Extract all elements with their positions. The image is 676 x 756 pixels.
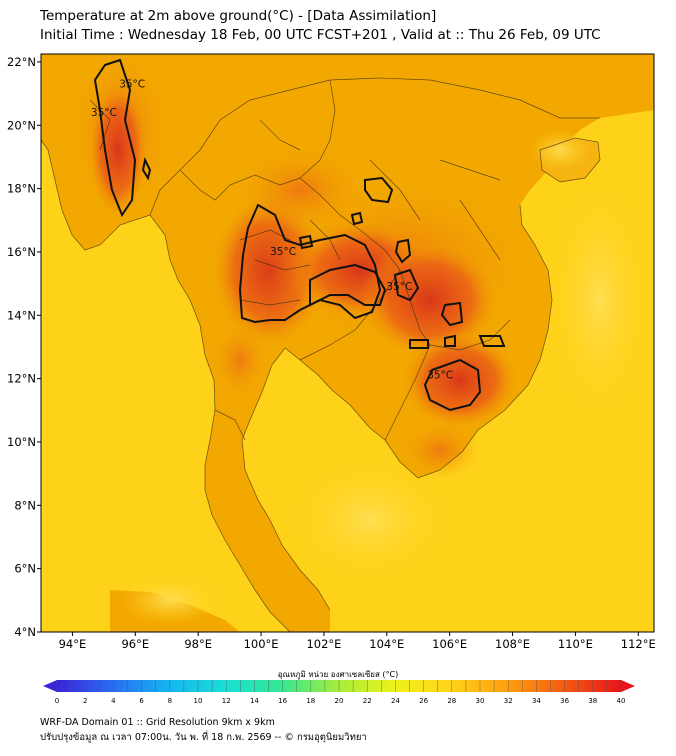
lat-tick-label: 16°N (7, 245, 36, 259)
lat-tick-label: 8°N (14, 498, 36, 512)
contour-label: 35°C (270, 246, 296, 258)
lat-tick-label: 12°N (7, 372, 36, 386)
lon-tick-label: 96°E (121, 637, 149, 651)
lat-tick-label: 4°N (14, 625, 36, 639)
lon-tick-label: 106°E (432, 637, 467, 651)
lat-tick-label: 14°N (7, 308, 36, 322)
model-info: WRF-DA Domain 01 :: Grid Resolution 9km … (40, 717, 275, 728)
colorbar-title: อุณหภูมิ หน่วย องศาเซลเซียส (°C) (277, 670, 399, 679)
isotherm-contours (93, 58, 506, 412)
lon-tick-label: 108°E (495, 637, 530, 651)
map-title: Temperature at 2m above ground(°C) - [Da… (40, 8, 437, 24)
latitude-ticks: 22°N 20°N 18°N 16°N 14°N 12°N 10°N 8°N 6°N 4°N (7, 55, 41, 639)
lon-tick-label: 94°E (59, 637, 87, 651)
contour-label: 35°C (427, 370, 453, 382)
lat-tick-label: 22°N (7, 55, 36, 69)
map-frame (40, 53, 655, 633)
contour-labels: 35°C 35°C 35°C 35°C 35°C (91, 78, 453, 381)
map-subtitle: Initial Time : Wednesday 18 Feb, 00 UTC … (40, 27, 601, 43)
update-info: ปรับปรุงข้อมูล ณ เวลา 07:00น. วัน พ. ที่… (40, 732, 367, 743)
lon-tick-label: 110°E (558, 637, 593, 651)
lon-tick-label: 102°E (306, 637, 341, 651)
lon-tick-label: 104°E (369, 637, 404, 651)
lon-tick-label: 98°E (184, 637, 212, 651)
country-borders (41, 77, 601, 632)
contour-label: 35°C (119, 78, 145, 90)
longitude-ticks: 94°E 96°E 98°E 100°E 102°E 104°E 106°E 108°E 110… (59, 632, 656, 651)
lat-tick-label: 18°N (7, 182, 36, 196)
lon-tick-label: 112°E (621, 637, 656, 651)
contour-label: 35°C (386, 281, 412, 293)
lon-tick-label: 100°E (244, 637, 279, 651)
lat-tick-label: 20°N (7, 118, 36, 132)
lat-tick-label: 10°N (7, 435, 36, 449)
contour-label: 35°C (91, 107, 117, 119)
lat-tick-label: 6°N (14, 562, 36, 576)
